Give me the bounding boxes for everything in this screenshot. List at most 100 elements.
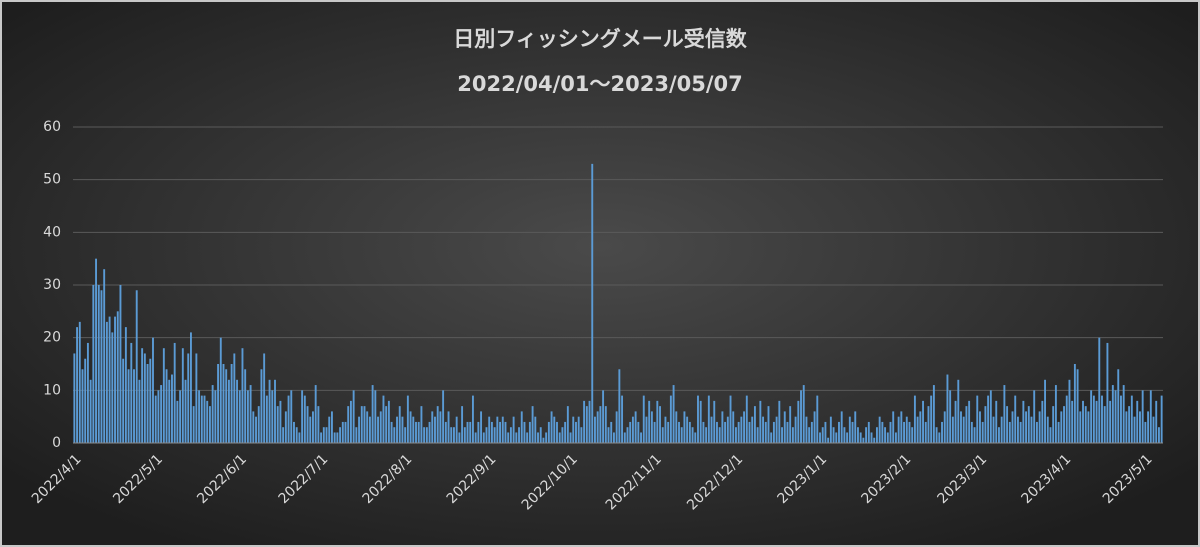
bar	[360, 406, 363, 443]
bar	[463, 427, 466, 443]
bar	[499, 421, 502, 443]
bar	[219, 337, 222, 443]
bar	[970, 421, 973, 443]
bar	[116, 311, 119, 443]
bar	[813, 411, 816, 443]
bar	[417, 421, 420, 443]
bar	[363, 406, 366, 443]
bar	[127, 369, 130, 443]
bar	[810, 421, 813, 443]
bar	[894, 432, 897, 443]
bar	[743, 411, 746, 443]
bar	[878, 416, 881, 443]
bar	[987, 395, 990, 443]
bar	[466, 421, 469, 443]
bar	[577, 416, 580, 443]
bar	[1003, 385, 1006, 443]
bar	[157, 390, 160, 443]
bar	[471, 395, 474, 443]
bar	[740, 416, 743, 443]
bar	[143, 353, 146, 443]
bar	[1095, 400, 1098, 443]
bar	[1063, 406, 1065, 443]
bar	[1098, 337, 1101, 443]
bar	[284, 411, 287, 443]
bar	[1120, 395, 1122, 443]
bar	[835, 432, 838, 443]
bar	[260, 369, 263, 443]
bar	[396, 416, 398, 443]
bar	[1006, 406, 1009, 443]
bar	[76, 327, 79, 443]
bar	[870, 432, 873, 443]
bar	[661, 427, 664, 443]
bar	[168, 379, 171, 443]
bar	[1152, 416, 1155, 443]
bar	[607, 427, 610, 443]
bar	[794, 416, 797, 443]
bar	[1008, 421, 1011, 443]
bar	[734, 427, 737, 443]
bar	[398, 406, 401, 443]
bar	[615, 411, 618, 443]
bar	[409, 411, 412, 443]
bar	[786, 421, 789, 443]
bar	[1052, 406, 1055, 443]
bar	[629, 421, 632, 443]
bar	[474, 432, 477, 443]
bar	[523, 421, 526, 443]
bar	[580, 427, 583, 443]
bar	[550, 411, 553, 443]
bar	[659, 406, 661, 443]
bar	[867, 421, 870, 443]
bar	[173, 342, 176, 443]
bar	[480, 411, 483, 443]
y-tick-label: 40	[43, 224, 61, 240]
bar	[943, 411, 946, 443]
bar	[800, 390, 802, 443]
y-tick-label: 20	[43, 330, 61, 346]
bar	[1101, 395, 1103, 443]
bar	[1117, 369, 1120, 443]
bar	[691, 427, 694, 443]
bar	[596, 411, 599, 443]
bar	[924, 421, 927, 443]
bar	[1060, 411, 1063, 443]
bar	[184, 379, 187, 443]
bar	[1141, 390, 1144, 443]
bar	[631, 416, 634, 443]
bar	[797, 400, 800, 443]
bar	[829, 416, 832, 443]
bar	[545, 432, 548, 443]
bar	[200, 395, 203, 443]
bar	[477, 421, 480, 443]
bar	[802, 385, 805, 443]
bar	[648, 400, 651, 443]
bar	[688, 421, 691, 443]
bar	[995, 400, 998, 443]
bar	[295, 427, 298, 443]
bar	[265, 395, 268, 443]
bar	[1160, 395, 1163, 443]
bar	[114, 316, 116, 443]
bar	[1084, 406, 1087, 443]
bar	[1041, 400, 1044, 443]
bar	[309, 416, 312, 443]
bar	[135, 290, 138, 443]
bar	[412, 416, 415, 443]
bar	[401, 416, 404, 443]
bar	[960, 411, 962, 443]
bar	[390, 421, 393, 443]
bar	[951, 416, 954, 443]
bar	[816, 395, 819, 443]
bar	[230, 364, 233, 443]
bar	[913, 395, 916, 443]
bar	[211, 385, 214, 443]
bar	[697, 395, 699, 443]
bar	[189, 332, 192, 443]
bar	[710, 416, 713, 443]
bar	[509, 427, 512, 443]
bar	[558, 432, 561, 443]
bar	[962, 416, 965, 443]
bar	[293, 421, 295, 443]
